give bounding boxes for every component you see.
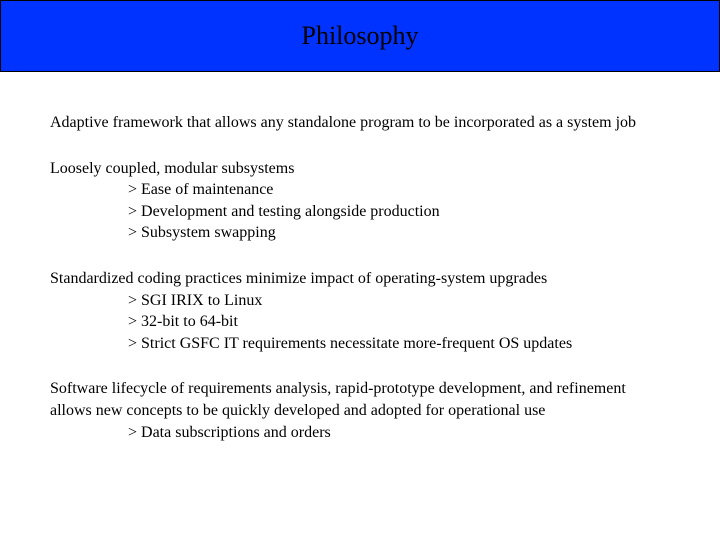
- section-3-text: Standardized coding practices minimize i…: [50, 268, 670, 290]
- section-3-sublist: > SGI IRIX to Linux > 32-bit to 64-bit >…: [50, 290, 670, 355]
- section-1: Adaptive framework that allows any stand…: [50, 112, 670, 134]
- section-4-text: Software lifecycle of requirements analy…: [50, 378, 670, 421]
- section-2-text: Loosely coupled, modular subsystems: [50, 158, 670, 180]
- section-3: Standardized coding practices minimize i…: [50, 268, 670, 354]
- section-4-sublist: > Data subscriptions and orders: [50, 422, 670, 444]
- section-2-sub-1: > Ease of maintenance: [128, 179, 670, 201]
- slide-title: Philosophy: [301, 21, 418, 51]
- section-4-sub-1: > Data subscriptions and orders: [128, 422, 670, 444]
- section-3-sub-3: > Strict GSFC IT requirements necessitat…: [128, 333, 670, 355]
- slide-body: Adaptive framework that allows any stand…: [0, 72, 720, 487]
- section-3-sub-1: > SGI IRIX to Linux: [128, 290, 670, 312]
- section-2-sublist: > Ease of maintenance > Development and …: [50, 179, 670, 244]
- slide-header: Philosophy: [0, 0, 720, 72]
- section-3-sub-2: > 32-bit to 64-bit: [128, 311, 670, 333]
- section-4: Software lifecycle of requirements analy…: [50, 378, 670, 443]
- section-2-sub-2: > Development and testing alongside prod…: [128, 201, 670, 223]
- section-2: Loosely coupled, modular subsystems > Ea…: [50, 158, 670, 244]
- section-2-sub-3: > Subsystem swapping: [128, 222, 670, 244]
- section-1-text: Adaptive framework that allows any stand…: [50, 112, 670, 134]
